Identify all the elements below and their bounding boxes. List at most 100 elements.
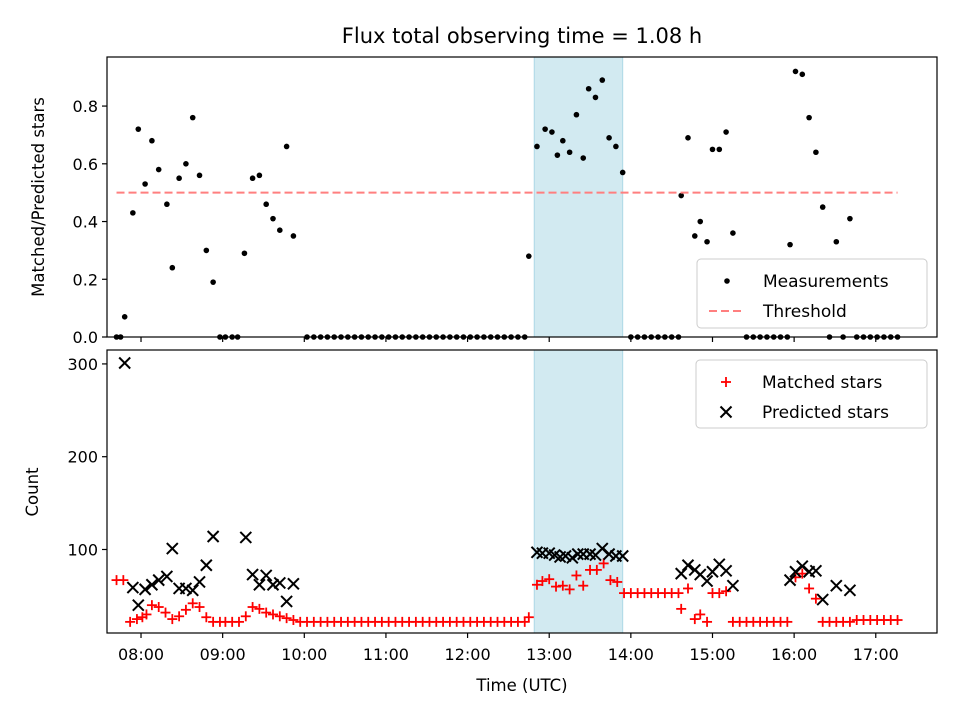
- data-point: [612, 576, 623, 587]
- data-point: [606, 135, 612, 141]
- data-point: [605, 575, 616, 586]
- data-point: [809, 564, 823, 578]
- data-point: [804, 583, 815, 594]
- data-point: [830, 579, 843, 592]
- data-point: [281, 613, 292, 624]
- legend-marker: [724, 278, 730, 284]
- data-point: [152, 573, 165, 587]
- data-point: [560, 137, 566, 144]
- data-point: [277, 227, 283, 233]
- data-point: [714, 588, 725, 599]
- data-point: [697, 218, 704, 225]
- data-point: [287, 577, 300, 591]
- data-point: [146, 600, 157, 611]
- data-point: [544, 574, 555, 585]
- legend-box: [695, 359, 928, 429]
- data-point: [121, 313, 128, 320]
- legend-marker: [721, 377, 731, 387]
- data-point: [892, 615, 903, 626]
- data-point: [580, 155, 587, 161]
- data-point: [573, 111, 580, 118]
- data-point: [160, 607, 171, 618]
- y-tick-label: 0.6: [73, 155, 98, 174]
- data-point: [273, 576, 287, 590]
- data-point: [201, 612, 212, 623]
- data-point: [599, 77, 606, 83]
- data-point: [180, 604, 191, 615]
- data-point: [704, 238, 710, 245]
- x-tick-label: 15:00: [689, 645, 735, 664]
- data-point: [592, 94, 599, 101]
- data-point: [193, 575, 206, 589]
- data-point: [249, 175, 256, 182]
- legend-label: Threshold: [762, 302, 847, 322]
- data-point: [692, 233, 698, 239]
- data-point: [721, 586, 732, 597]
- data-point: [578, 580, 589, 591]
- data-point: [566, 149, 573, 156]
- data-point: [160, 570, 174, 583]
- data-point: [233, 616, 244, 627]
- data-point: [571, 570, 582, 581]
- data-point: [695, 609, 706, 620]
- axes-frame: [106, 349, 938, 634]
- data-point: [813, 149, 819, 156]
- data-point: [256, 172, 263, 179]
- data-point: [142, 181, 148, 187]
- y-tick-label: 0.4: [73, 213, 98, 232]
- x-tick-label: 14:00: [608, 645, 654, 664]
- data-point: [145, 578, 159, 591]
- data-point: [709, 146, 716, 153]
- data-point: [689, 614, 700, 625]
- data-point: [288, 615, 299, 626]
- data-point: [566, 551, 579, 565]
- y-tick-label: 0.2: [73, 270, 98, 289]
- data-point: [174, 611, 185, 622]
- data-point: [797, 568, 808, 579]
- data-point: [564, 584, 575, 595]
- data-point: [130, 210, 136, 216]
- data-point: [598, 558, 609, 569]
- y-axis-label-bottom: Count: [23, 467, 42, 517]
- legend-1: Measurements Threshold: [696, 258, 928, 329]
- data-point: [183, 161, 189, 167]
- data-point: [531, 579, 542, 590]
- data-point: [263, 201, 269, 208]
- data-point: [176, 175, 182, 182]
- data-point: [681, 559, 695, 572]
- data-point: [816, 593, 829, 606]
- data-point: [194, 602, 205, 613]
- data-point: [164, 201, 170, 208]
- data-point: [591, 564, 602, 575]
- data-point: [806, 114, 812, 121]
- data-point: [132, 598, 145, 612]
- data-point: [206, 530, 220, 543]
- data-point: [847, 215, 853, 222]
- data-point: [673, 588, 684, 599]
- data-point: [187, 598, 198, 609]
- legend-item: Predicted stars: [719, 403, 889, 423]
- data-point: [782, 616, 793, 627]
- data-point: [283, 143, 290, 150]
- x-tick-label: 09:00: [200, 645, 246, 664]
- y-tick-label: 0.0: [73, 328, 98, 347]
- data-point: [125, 616, 136, 627]
- data-point: [719, 564, 733, 578]
- series-matched-stars: [111, 558, 903, 627]
- data-point: [247, 602, 258, 613]
- plot-area-1: 0.0 0.2 0.4 0.6 0.8: [73, 56, 938, 347]
- legend-item: Threshold: [709, 302, 847, 322]
- data-point: [716, 146, 723, 153]
- data-point: [268, 609, 278, 620]
- y-tick-label: 200: [67, 448, 98, 467]
- data-point: [685, 135, 691, 141]
- plot-area-2: 100 200 300 08:00 09:00 10:00 11:00 12:00 13:00 1…: [67, 349, 938, 664]
- data-point: [261, 607, 272, 618]
- data-point: [526, 253, 532, 259]
- data-point: [585, 85, 592, 92]
- data-point: [537, 576, 548, 587]
- data-point: [290, 233, 297, 239]
- data-point: [730, 230, 736, 236]
- chart-title: Flux total observing time = 1.08 h: [342, 24, 702, 48]
